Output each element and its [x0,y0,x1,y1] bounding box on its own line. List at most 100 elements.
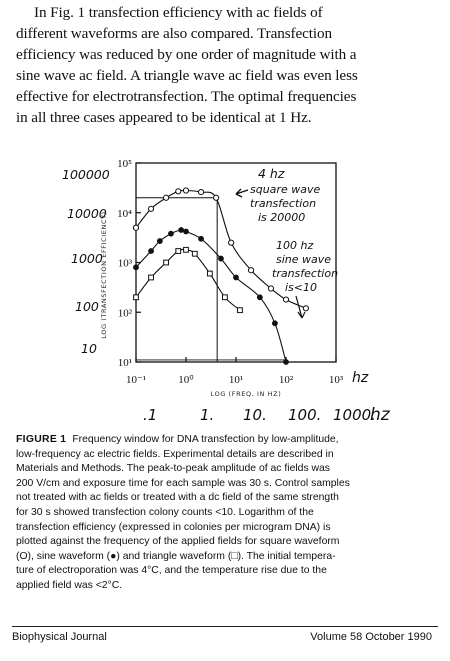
paragraph-line: different waveforms are also compared. T… [16,25,332,42]
point-square-waveform [197,189,205,196]
point-sine-waveform [283,359,289,365]
annotation-square-wave: 4 hz square wave transfection is 20000 [250,166,320,224]
point-sine-waveform [233,274,239,281]
caption-line: Materials and Methods. The peak-to-peak … [16,463,331,475]
point-sine-waveform [183,228,189,235]
hw-y-label: 10000 [67,206,107,221]
point-square-waveform [267,285,275,292]
hw-x-label: 10. [243,406,267,424]
point-triangle-waveform [133,294,139,301]
y-tick-label: 10⁴ [117,208,132,220]
hw-y-label: 1000 [71,251,103,266]
point-sine-waveform [168,230,174,237]
x-axis-label: LOG (FREQ. IN HZ) [211,390,282,398]
point-square-waveform [147,205,155,212]
annotation-line: is<10 [285,281,317,294]
x-tick-label: 10⁰ [178,374,194,386]
caption-line: low-frequency ac electric fields. Experi… [16,448,334,460]
point-triangle-waveform [206,270,213,277]
hw-x-unit: hz [370,405,391,425]
hw-y-label: 10 [81,341,97,356]
journal-name: Biophysical Journal [12,631,107,643]
point-square-waveform [247,267,255,274]
caption-line: transfection efficiency (expressed in co… [16,521,331,533]
point-square-waveform [182,187,190,194]
figure-caption: FIGURE 1 Frequency window for DNA transfe… [16,433,436,594]
point-square-waveform [302,305,309,312]
annotation-line: 4 hz [258,166,285,181]
hw-y-label: 100000 [62,167,110,182]
figure-chart: 10⁵ 10⁴ 10³ 10² 10¹ 10⁻¹ 10⁰ 10¹ 10² 10³ LOG (TR… [62,158,391,425]
point-triangle-waveform [148,274,154,281]
caption-label: FIGURE 1 [16,434,67,445]
point-square-waveform [282,296,290,303]
annotation-arrow [235,188,249,198]
y-ticks: 10⁵ 10⁴ 10³ 10² 10¹ [117,158,141,369]
footer-rule [12,626,438,627]
paragraph-line: in all three cases appeared to be identi… [16,109,312,126]
caption-line: applied field was <2°C. [16,579,123,591]
annotation-line: transfection [272,267,338,280]
caption-line: 200 V/cm and exposure time for each samp… [16,477,350,489]
point-sine-waveform [256,294,263,301]
caption-line: for 30 s showed transfection colony coun… [16,506,314,518]
point-sine-waveform [133,264,139,271]
point-triangle-waveform [222,294,228,301]
volume-date: Volume 58 October 1990 [310,631,432,643]
caption-line: ture of electroporation was 4°C, and the… [16,565,327,577]
x-tick-label: 10⁻¹ [126,374,146,386]
point-triangle-waveform [163,259,170,266]
annotation-line: square wave [250,183,320,196]
hw-x-label: 100. [288,406,321,424]
paragraph-line: efficiency was reduced by one order of m… [16,46,357,63]
point-sine-waveform [218,255,224,262]
point-sine-waveform [272,320,278,327]
point-square-waveform [132,224,140,231]
hw-hz-top: hz [352,370,369,386]
page-footer: Biophysical Journal Volume 58 October 19… [12,626,438,643]
x-tick-label: 10³ [329,374,344,386]
handwritten-x-labels: .1 1. 10. 100. 1000. hz [143,405,391,425]
annotation-sine-wave: 100 hz sine wave transfection is<10 [272,239,338,294]
point-square-waveform [163,194,170,201]
point-square-waveform [213,194,220,201]
point-triangle-waveform [191,250,198,257]
point-sine-waveform [156,238,163,244]
paragraph-line: sine wave ac field. A triangle wave ac f… [16,67,358,84]
y-tick-label: 10¹ [118,357,132,369]
annotation-line: transfection [250,197,316,210]
x-ticks: 10⁻¹ 10⁰ 10¹ 10² 10³ [126,357,344,386]
x-tick-label: 10¹ [229,374,243,386]
hw-x-label: 1000. [333,406,376,424]
caption-line: plotted against the frequency of the app… [16,536,340,548]
y-axis-label: LOG (TRANSFECTION EFFICIENCY) [100,211,108,338]
point-square-waveform [228,239,235,246]
point-sine-waveform [148,248,154,254]
handwritten-y-labels: 100000 10000 1000 100 10 [62,167,110,356]
annotation-line: is 20000 [258,211,305,224]
point-square-waveform [175,188,182,195]
annotation-line: sine wave [276,253,331,266]
point-sine-waveform [178,227,185,233]
y-tick-label: 10⁵ [117,158,132,170]
y-tick-label: 10² [118,307,133,319]
point-triangle-waveform [183,246,189,253]
paragraph-line: effective for electrotransfection. The o… [16,88,357,105]
caption-line: not treated with ac fields or treated wi… [16,492,339,504]
annotation-line: 100 hz [276,239,313,252]
data-points [132,187,309,365]
caption-line: (O), sine waveform (●) and triangle wave… [16,550,336,562]
paragraph-line: In Fig. 1 transfection efficiency with a… [34,4,323,21]
point-triangle-waveform [237,307,243,314]
body-paragraph: In Fig. 1 transfection efficiency with a… [16,2,434,128]
hw-y-label: 100 [75,299,99,314]
caption-line: Frequency window for DNA transfection by… [72,434,339,445]
curve-filled-circle [135,229,287,363]
x-tick-label: 10² [279,374,294,386]
reference-lines [136,197,286,362]
hw-x-label: 1. [200,406,214,424]
point-sine-waveform [198,235,204,242]
annotation-arrow [295,295,306,319]
point-triangle-waveform [175,248,182,254]
y-tick-label: 10³ [118,258,133,270]
